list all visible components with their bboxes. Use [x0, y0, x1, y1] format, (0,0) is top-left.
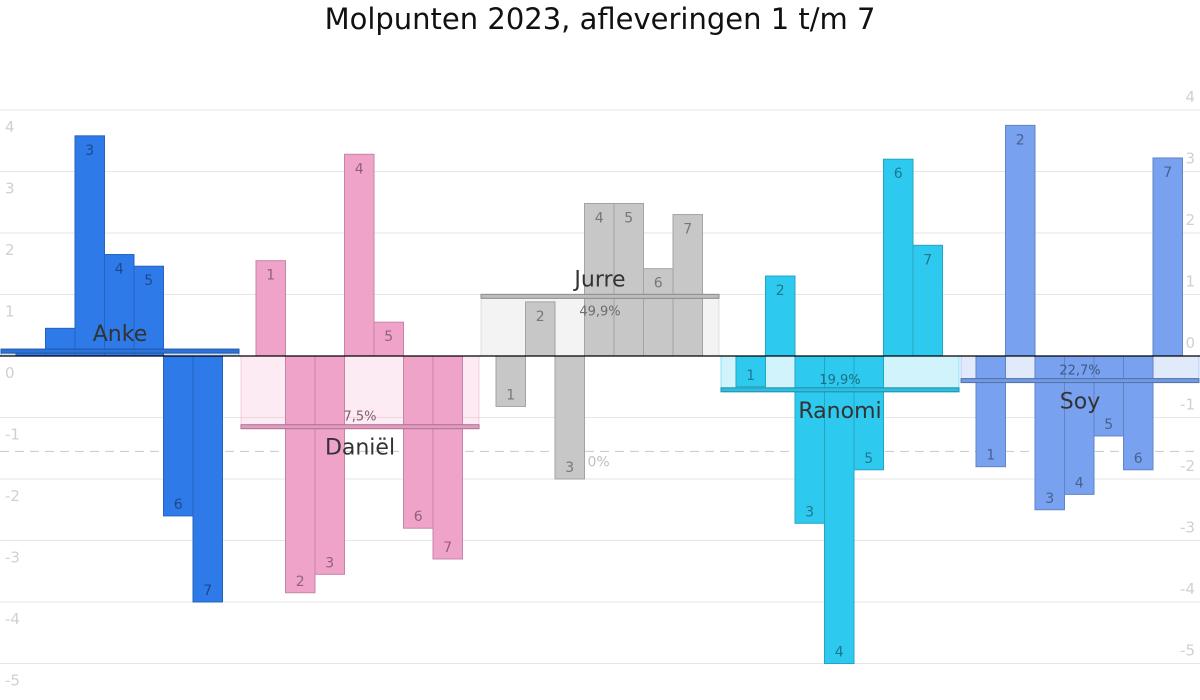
bar-label: 3	[565, 460, 574, 476]
bar-label: 6	[894, 166, 903, 182]
bar-label: 3	[805, 504, 814, 520]
bar-label: 7	[1163, 165, 1172, 181]
y-tick-label-left: -3	[5, 549, 20, 567]
bar-daniël-4	[344, 153, 375, 357]
bar-ranomi-7	[912, 244, 943, 357]
y-tick-label-right: 3	[1185, 150, 1195, 168]
contestant-name-anke: Anke	[93, 322, 147, 347]
y-tick-label-right: -5	[1180, 642, 1195, 660]
y-tick-label-right: -2	[1180, 457, 1195, 475]
bar-label: 2	[1016, 132, 1025, 148]
bar-anke-6	[163, 355, 194, 517]
y-tick-label-left: -2	[5, 487, 20, 505]
bar-jurre-1	[495, 355, 526, 407]
bar-ranomi-5	[853, 355, 884, 471]
bar-label: 6	[174, 497, 183, 513]
bar-label: 4	[1075, 475, 1084, 491]
bar-label: 5	[864, 451, 873, 467]
average-line	[480, 293, 720, 299]
bar-label: 1	[986, 448, 995, 464]
bar-ranomi-1	[735, 355, 766, 388]
contestant-name-daniël: Daniël	[325, 436, 395, 461]
y-tick-label-left: -5	[5, 672, 20, 690]
average-line	[0, 348, 240, 354]
contestant-name-ranomi: Ranomi	[798, 399, 881, 424]
bar-jurre-2	[525, 301, 556, 357]
bar-label: 2	[296, 574, 305, 590]
bar-label: 5	[1104, 417, 1113, 433]
bar-daniël-5	[373, 321, 404, 357]
bar-label: 7	[443, 540, 452, 556]
bar-soy-7	[1152, 157, 1183, 357]
bar-label: 5	[144, 273, 153, 289]
y-tick-label-right: 0	[1185, 334, 1195, 352]
y-tick-label-right: 1	[1185, 273, 1195, 291]
contestant-name-jurre: Jurre	[572, 267, 625, 292]
bar-jurre-6	[643, 268, 674, 357]
bar-anke-7	[192, 355, 223, 603]
y-tick-label-right: -3	[1180, 519, 1195, 537]
y-tick-label-left: 0	[5, 364, 15, 382]
y-tick-label-left: 3	[5, 180, 15, 198]
bar-label: 4	[835, 645, 844, 661]
bar-jurre-5	[613, 202, 644, 357]
bar-label: 5	[384, 329, 393, 345]
y-tick-label-left: 1	[5, 303, 15, 321]
average-line	[960, 378, 1200, 384]
y-tick-label-right: -4	[1180, 580, 1195, 598]
bar-daniël-1	[255, 260, 286, 357]
bar-label: 2	[776, 283, 785, 299]
bar-label: 3	[325, 555, 334, 571]
y-tick-label-left: 4	[5, 118, 15, 136]
bar-label: 6	[414, 509, 423, 525]
bar-daniël-2	[285, 355, 316, 594]
bar-jurre-4	[584, 202, 615, 357]
bar-soy-2	[1005, 124, 1036, 357]
bar-ranomi-6	[883, 158, 914, 357]
bar-label: 4	[355, 161, 364, 177]
bar-label: 1	[506, 387, 515, 403]
y-tick-label-left: 2	[5, 241, 15, 259]
bar-label: 1	[266, 268, 275, 284]
percentage-soy: 22,7%	[1059, 364, 1100, 379]
bar-label: 4	[595, 210, 604, 226]
chart-title: Molpunten 2023, afleveringen 1 t/m 7	[324, 2, 876, 36]
bar-label: 5	[624, 210, 633, 226]
contestant-name-soy: Soy	[1060, 390, 1100, 415]
percentage-jurre: 49,9%	[579, 304, 620, 319]
bar-daniël-3	[314, 355, 345, 575]
bar-label: 6	[654, 276, 663, 292]
bar-ranomi-2	[765, 275, 796, 357]
bar-label: 3	[85, 143, 94, 159]
y-tick-label-right: 2	[1185, 211, 1195, 229]
bar-label: 2	[536, 309, 545, 325]
bar-label: 7	[923, 252, 932, 268]
bar-jurre-7	[672, 214, 703, 357]
bar-soy-6	[1123, 355, 1154, 471]
bar-anke-5	[133, 265, 164, 357]
extra-label-jurre: 0%	[588, 454, 610, 470]
bar-daniël-7	[432, 355, 463, 560]
average-line	[720, 387, 960, 393]
bar-label: 7	[203, 583, 212, 599]
percentage-daniël: 7,5%	[343, 410, 376, 425]
average-line	[240, 424, 480, 430]
bar-ranomi-3	[794, 355, 825, 524]
bar-label: 3	[1045, 491, 1054, 507]
y-tick-label-left: -1	[5, 426, 20, 444]
y-tick-label-right: 4	[1185, 88, 1195, 106]
percentage-ranomi: 19,9%	[819, 373, 860, 388]
y-tick-label-right: -1	[1180, 396, 1195, 414]
y-tick-label-left: -4	[5, 610, 20, 628]
bar-label: 1	[746, 368, 755, 384]
bar-label: 6	[1134, 451, 1143, 467]
bar-daniël-6	[403, 355, 434, 529]
bar-label: 4	[115, 262, 124, 278]
bar-label: 7	[683, 222, 692, 238]
